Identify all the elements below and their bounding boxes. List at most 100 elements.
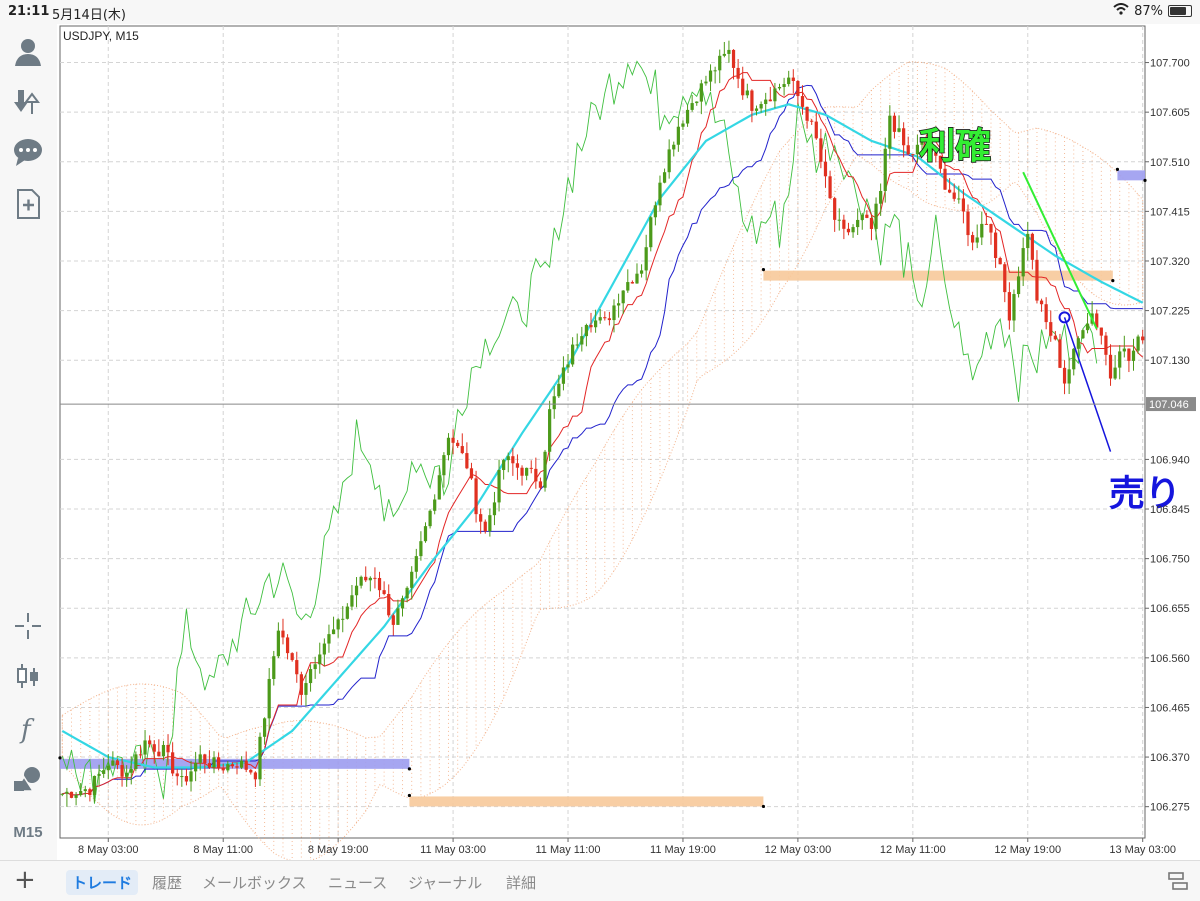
candle-body xyxy=(143,740,147,755)
take-profit-line xyxy=(1022,171,1098,330)
candle-body xyxy=(451,437,455,443)
candle-body xyxy=(658,182,662,206)
candle-body xyxy=(230,764,235,767)
candle-body xyxy=(1136,336,1140,351)
candle-body xyxy=(1021,248,1025,277)
timeframe-button[interactable]: M15 xyxy=(8,812,48,852)
candle-body xyxy=(764,99,768,105)
candle-body xyxy=(1044,304,1048,323)
y-tick-label: 107.415 xyxy=(1150,206,1190,218)
candle-body xyxy=(161,744,166,757)
x-tick-label: 12 May 19:00 xyxy=(994,844,1061,856)
tab-journal[interactable]: ジャーナル xyxy=(408,874,483,892)
candle-body xyxy=(497,470,501,503)
candle-body xyxy=(106,765,110,771)
candle-body xyxy=(387,593,391,616)
candle-body xyxy=(74,795,78,798)
level-band xyxy=(409,796,764,807)
band-anchor-dot xyxy=(407,767,412,771)
battery-status: 87% xyxy=(1113,3,1192,19)
candle-body xyxy=(148,740,152,745)
candle-body xyxy=(83,789,87,792)
candle-body xyxy=(1026,233,1030,249)
candle-body xyxy=(92,775,97,795)
candle-body xyxy=(851,227,855,233)
candle-body xyxy=(304,683,308,695)
indicator-icon[interactable]: f xyxy=(8,708,48,748)
candle-body xyxy=(295,660,299,675)
candle-body xyxy=(79,791,83,796)
crosshair-icon[interactable] xyxy=(8,606,48,646)
candle-body xyxy=(419,541,423,557)
candle-body xyxy=(1053,335,1057,340)
tab-trade[interactable]: トレード xyxy=(66,870,139,895)
candles xyxy=(60,40,1145,807)
candle-body xyxy=(1081,330,1085,339)
candle-body xyxy=(115,760,120,766)
candle-body xyxy=(65,791,69,794)
candle-body xyxy=(745,90,749,96)
candle-body xyxy=(1062,367,1067,384)
candle-body xyxy=(405,587,409,599)
grid xyxy=(60,26,1145,838)
candle-body xyxy=(1108,354,1113,379)
candle-body xyxy=(727,49,731,54)
candle-body xyxy=(125,772,129,777)
candle-body xyxy=(695,101,699,104)
account-icon[interactable] xyxy=(8,32,48,72)
candle-body xyxy=(299,674,303,695)
candle-body xyxy=(810,120,814,122)
candle-body xyxy=(221,768,225,771)
candle-body xyxy=(184,776,189,782)
candle-body xyxy=(676,126,680,145)
candle-body xyxy=(961,198,966,212)
layout-toggle-icon[interactable] xyxy=(1166,869,1190,893)
candle-body xyxy=(249,769,253,773)
chat-icon[interactable] xyxy=(8,132,48,172)
candle-body xyxy=(281,630,285,638)
candle-body xyxy=(662,172,667,183)
candle-body xyxy=(267,678,271,719)
tab-details[interactable]: 詳細 xyxy=(506,874,537,892)
tab-news[interactable]: ニュース xyxy=(328,874,388,892)
objects-icon[interactable] xyxy=(8,759,48,799)
add-button[interactable]: + xyxy=(14,865,36,895)
current-price-label: 107.046 xyxy=(1149,399,1189,411)
x-tick-label: 11 May 03:00 xyxy=(420,844,486,856)
lagging-span-line xyxy=(61,60,1098,804)
candle-body xyxy=(708,70,713,82)
candle-body xyxy=(796,80,800,97)
candle-body xyxy=(966,211,970,236)
candle-body xyxy=(690,103,694,110)
candle-body xyxy=(465,453,469,469)
candle-body xyxy=(520,467,524,476)
candle-body xyxy=(1049,322,1053,336)
candle-body xyxy=(644,247,648,271)
candle-body xyxy=(819,138,823,162)
candle-body xyxy=(446,437,451,456)
candles-icon[interactable] xyxy=(8,656,48,696)
candle-body xyxy=(970,235,975,243)
candle-body xyxy=(759,104,763,109)
candle-body xyxy=(814,121,818,139)
candle-body xyxy=(102,770,106,774)
tab-history[interactable]: 履歴 xyxy=(152,874,183,892)
trade-icon[interactable] xyxy=(8,82,48,122)
candle-body xyxy=(175,773,179,777)
candle-body xyxy=(442,455,446,476)
candle-body xyxy=(823,161,828,177)
candle-body xyxy=(258,736,262,780)
battery-icon xyxy=(1168,5,1192,17)
candle-body xyxy=(336,619,340,630)
tab-mailbox[interactable]: メールボックス xyxy=(202,874,307,892)
y-tick-label: 106.560 xyxy=(1150,653,1190,665)
band-anchor-dot xyxy=(407,793,412,798)
candle-body xyxy=(911,154,915,156)
candle-body xyxy=(1104,335,1108,355)
candle-body xyxy=(869,217,874,229)
new-order-icon[interactable] xyxy=(8,184,48,224)
candle-body xyxy=(1099,327,1103,336)
candle-body xyxy=(423,526,428,542)
candle-body xyxy=(750,90,754,111)
